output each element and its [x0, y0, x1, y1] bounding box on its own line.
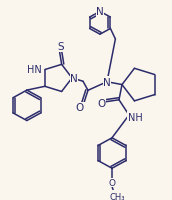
- Text: O: O: [76, 103, 84, 113]
- Text: NH: NH: [128, 112, 142, 122]
- Text: O: O: [97, 98, 105, 108]
- Text: CH₃: CH₃: [109, 192, 125, 200]
- Text: HN: HN: [27, 64, 42, 74]
- Text: N: N: [70, 74, 78, 83]
- Text: S: S: [57, 42, 64, 52]
- Text: O: O: [109, 178, 116, 187]
- Text: N: N: [96, 7, 104, 17]
- Text: N: N: [103, 77, 111, 87]
